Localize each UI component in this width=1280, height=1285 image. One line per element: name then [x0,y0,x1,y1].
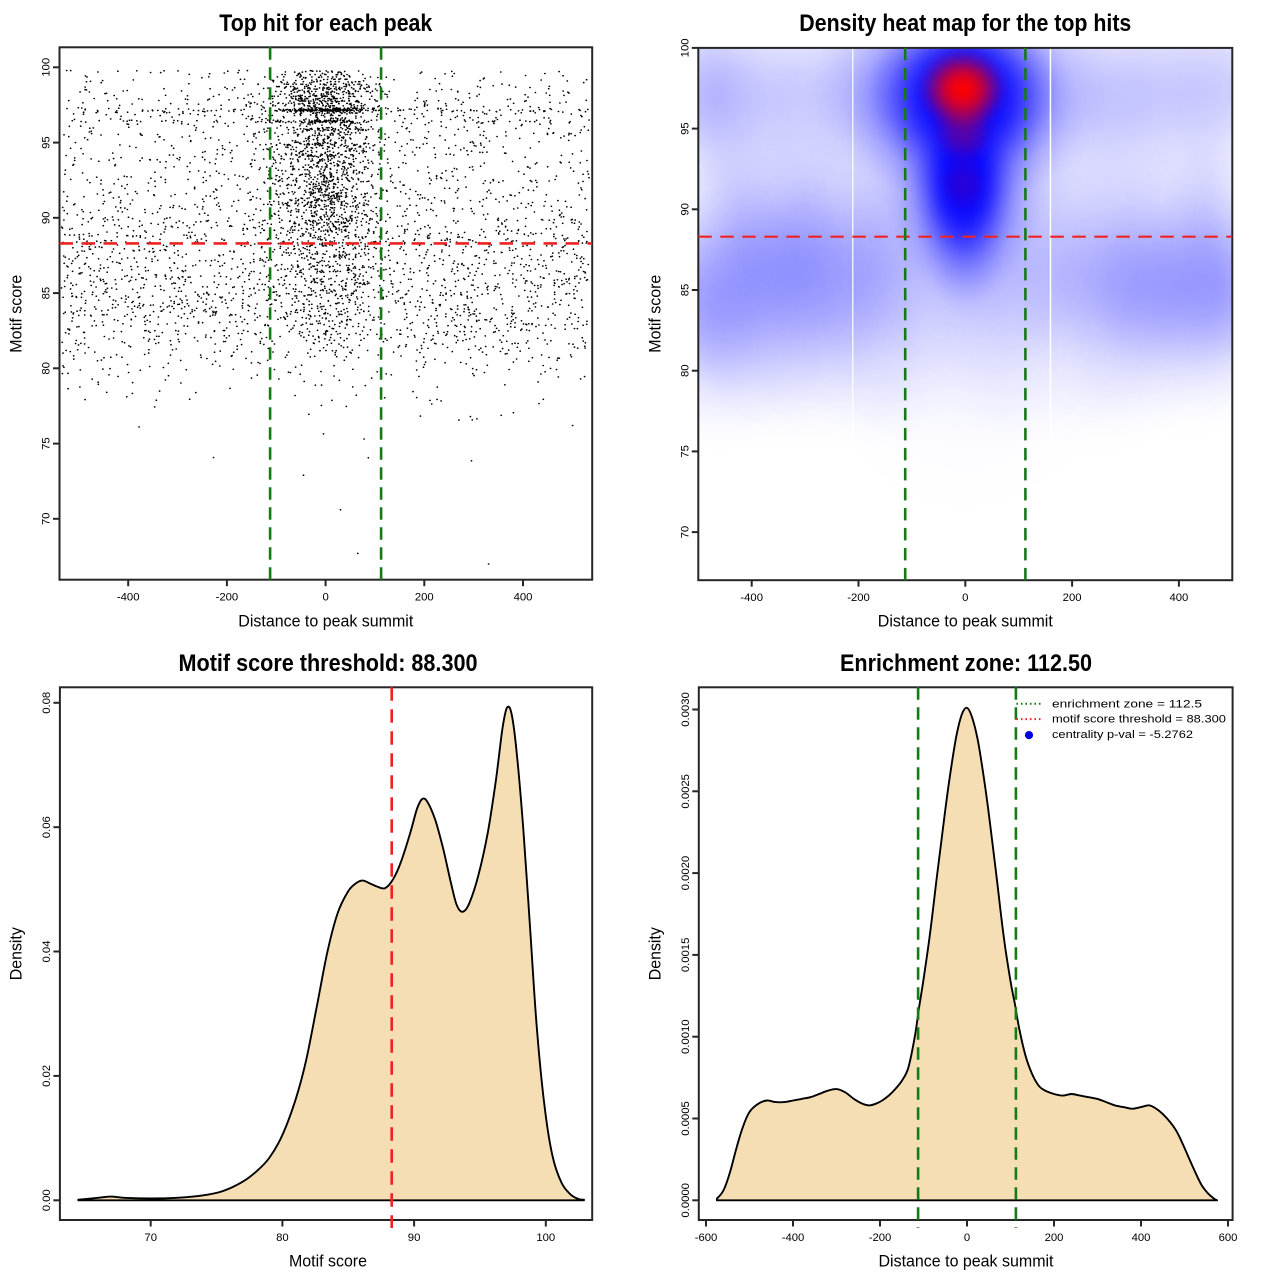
svg-text:200: 200 [1045,1232,1064,1244]
svg-text:400: 400 [1169,592,1188,604]
svg-text:Motif score: Motif score [289,1252,367,1270]
svg-text:85: 85 [679,284,691,297]
svg-text:0.00: 0.00 [41,1189,53,1211]
svg-text:centrality p-val = -5.2762: centrality p-val = -5.2762 [1052,729,1193,741]
svg-text:0.0000: 0.0000 [680,1183,692,1218]
svg-text:-600: -600 [695,1232,718,1244]
svg-text:400: 400 [1132,1232,1151,1244]
svg-text:0.0020: 0.0020 [680,856,692,891]
svg-text:95: 95 [679,122,691,135]
svg-text:Density: Density [8,926,26,980]
svg-text:Distance to peak summit: Distance to peak summit [238,612,413,630]
svg-text:-400: -400 [740,592,763,604]
svg-text:75: 75 [679,445,691,458]
svg-text:Distance to peak summit: Distance to peak summit [879,1252,1054,1270]
svg-text:motif score threshold = 88.300: motif score threshold = 88.300 [1052,714,1226,726]
svg-text:Density heat map for the top h: Density heat map for the top hits [799,10,1131,37]
svg-text:-200: -200 [869,1232,892,1244]
svg-text:Top hit for each peak: Top hit for each peak [219,10,433,37]
svg-text:90: 90 [408,1232,421,1244]
svg-text:70: 70 [41,513,53,526]
svg-text:200: 200 [415,592,434,604]
svg-text:100: 100 [41,58,53,77]
svg-text:-200: -200 [216,592,239,604]
svg-text:-200: -200 [847,592,870,604]
svg-text:85: 85 [41,287,53,300]
svg-text:80: 80 [679,364,691,377]
svg-text:-400: -400 [782,1232,805,1244]
svg-text:75: 75 [41,437,53,450]
svg-text:0.06: 0.06 [41,816,53,838]
svg-text:400: 400 [514,592,533,604]
svg-text:0: 0 [322,592,328,604]
svg-text:Motif score: Motif score [8,275,26,353]
svg-text:0: 0 [964,1232,970,1244]
svg-text:0.0025: 0.0025 [680,774,692,809]
svg-text:0.02: 0.02 [41,1065,53,1087]
svg-text:0.0030: 0.0030 [680,692,692,727]
svg-text:Density: Density [647,926,665,980]
svg-text:0.0005: 0.0005 [680,1101,692,1136]
svg-text:200: 200 [1063,592,1082,604]
svg-text:enrichment zone = 112.5: enrichment zone = 112.5 [1052,698,1202,710]
svg-text:0.08: 0.08 [41,692,53,714]
svg-text:100: 100 [679,38,691,57]
svg-text:70: 70 [679,526,691,539]
svg-text:80: 80 [41,362,53,375]
svg-text:0: 0 [962,592,968,604]
svg-text:80: 80 [276,1232,289,1244]
svg-text:Distance to peak summit: Distance to peak summit [878,612,1053,630]
svg-text:0.04: 0.04 [41,941,53,963]
svg-text:Motif score threshold: 88.300: Motif score threshold: 88.300 [179,650,478,677]
svg-text:90: 90 [41,212,53,225]
svg-text:70: 70 [144,1232,157,1244]
svg-text:600: 600 [1219,1232,1238,1244]
svg-text:90: 90 [679,203,691,216]
svg-text:95: 95 [41,136,53,149]
svg-text:-400: -400 [117,592,140,604]
svg-text:0.0010: 0.0010 [680,1019,692,1054]
svg-text:Motif score: Motif score [647,275,665,353]
svg-text:100: 100 [536,1232,555,1244]
svg-text:0.0015: 0.0015 [680,938,692,973]
svg-text:Enrichment zone: 112.50: Enrichment zone: 112.50 [840,650,1092,677]
